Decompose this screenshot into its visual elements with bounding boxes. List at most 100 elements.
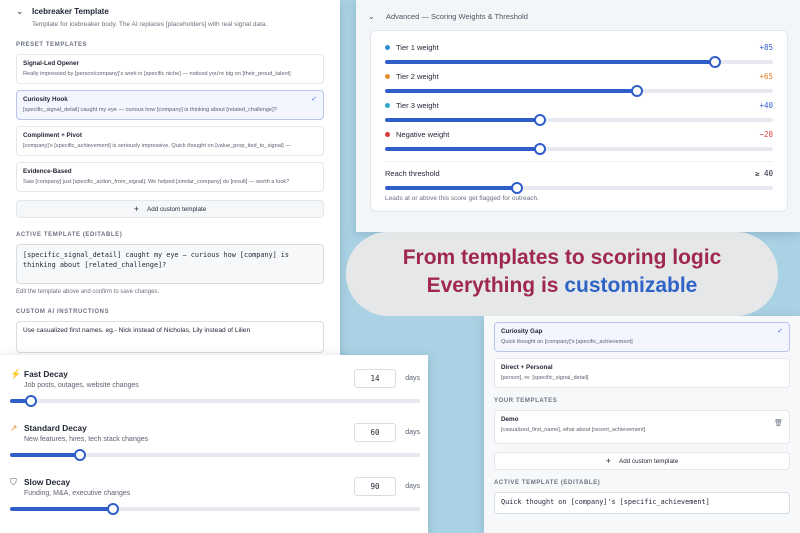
advanced-section-header[interactable]: ⌄ Advanced — Scoring Weights & Threshold	[368, 0, 788, 21]
custom-instructions-caption: CUSTOM AI INSTRUCTIONS	[16, 309, 110, 315]
templates-panel: Curiosity Gap Quick thought on [company]…	[484, 316, 800, 533]
template-card-curiosity-gap[interactable]: Curiosity Gap Quick thought on [company]…	[494, 322, 790, 352]
decay-slider-fill	[10, 507, 113, 511]
threshold-label: Reach threshold	[385, 169, 440, 178]
weight-slider-handle[interactable]	[631, 85, 644, 97]
threshold-value: ≥ 40	[754, 169, 773, 178]
weight-value: −20	[759, 130, 773, 139]
active-template-caption: ACTIVE TEMPLATE (EDITABLE)	[16, 232, 123, 238]
scoring-panel: ⌄ Advanced — Scoring Weights & Threshold…	[356, 0, 800, 232]
add-custom-template-button[interactable]: + Add custom template	[494, 452, 790, 470]
weight-label: Negative weight	[396, 130, 450, 139]
headline-highlight: customizable	[564, 274, 698, 297]
trash-icon[interactable]: 🗑	[774, 420, 783, 427]
template-card-curiosity-hook[interactable]: Curiosity Hook [specific_signal_detail] …	[16, 90, 324, 120]
template-name: Direct + Personal	[501, 364, 553, 371]
scoring-card: Tier 1 weight +85 Tier 2 weight +65 Ti	[370, 30, 788, 212]
tier-3-dot	[385, 103, 390, 108]
template-text: [casualized_first_name], what about [rec…	[501, 427, 646, 433]
weight-label: Tier 1 weight	[396, 43, 439, 52]
decay-days-input[interactable]: 14	[354, 369, 396, 388]
weight-value: +40	[759, 101, 773, 110]
plus-icon: +	[133, 204, 140, 214]
add-custom-template-button[interactable]: + Add custom template	[16, 200, 324, 218]
decay-slider-track[interactable]	[10, 395, 420, 407]
decay-name: Fast Decay	[24, 369, 68, 379]
template-name: Compliment + Pivot	[23, 132, 82, 139]
weight-value: +85	[759, 43, 773, 52]
template-card-compliment-pivot[interactable]: Compliment + Pivot [company]'s [specific…	[16, 126, 324, 156]
lightning-icon: ⚡	[10, 369, 22, 379]
chevron-down-icon[interactable]: ⌄	[16, 6, 24, 16]
active-template-hint: Edit the template above and confirm to s…	[16, 289, 160, 295]
your-templates-caption: YOUR TEMPLATES	[494, 398, 558, 404]
preset-templates-caption: PRESET TEMPLATES	[16, 42, 88, 48]
weight-slider-handle[interactable]	[534, 143, 547, 155]
active-template-textarea[interactable]: [specific_signal_detail] caught my eye —…	[16, 244, 324, 284]
template-text: Quick thought on [company]'s [specific_a…	[501, 339, 633, 345]
days-unit: days	[405, 429, 420, 436]
add-template-label: Add custom template	[147, 205, 207, 213]
decay-slider-track[interactable]	[10, 449, 420, 461]
decay-slider-handle[interactable]	[106, 503, 119, 515]
weight-negative: Negative weight −20	[385, 130, 773, 155]
advanced-title: Advanced — Scoring Weights & Threshold	[386, 12, 528, 21]
weight-slider-handle[interactable]	[534, 114, 547, 126]
shield-icon: ⛉	[10, 477, 17, 487]
threshold-slider-fill	[385, 186, 517, 190]
headline-prefix: Everything is	[426, 274, 565, 297]
days-unit: days	[405, 375, 420, 382]
trend-up-icon: ↗	[10, 423, 18, 433]
add-template-label: Add custom template	[619, 457, 679, 465]
active-template-textarea[interactable]: Quick thought on [company]'s [specific_a…	[494, 492, 790, 514]
template-name: Curiosity Hook	[23, 96, 68, 103]
template-text: [person], re: [specific_signal_detail]	[501, 375, 589, 381]
threshold-slider-handle[interactable]	[510, 182, 523, 194]
decay-name: Slow Decay	[24, 477, 71, 487]
template-name: Curiosity Gap	[501, 328, 543, 335]
weight-slider-fill	[385, 89, 638, 93]
custom-instructions-textarea[interactable]: Use casualized first names. eg.- Nick in…	[16, 321, 324, 353]
template-card-signal-led[interactable]: Signal-Led Opener Really impressed by [p…	[16, 54, 324, 84]
decay-slider-handle[interactable]	[24, 395, 37, 407]
threshold-slider-track[interactable]	[385, 182, 773, 194]
weight-slider-track[interactable]	[385, 114, 773, 126]
template-text: [specific_signal_detail] caught my eye —…	[23, 107, 277, 113]
chevron-down-icon[interactable]: ⌄	[368, 12, 375, 21]
template-name: Evidence-Based	[23, 168, 72, 175]
weight-tier-3: Tier 3 weight +40	[385, 101, 773, 126]
headline-line-1: From templates to scoring logic	[402, 246, 722, 269]
headline-line-2: Everything is customizable	[346, 272, 778, 300]
decay-days-input[interactable]: 90	[354, 477, 396, 496]
decay-slider-handle[interactable]	[73, 449, 86, 461]
decay-description: Funding, M&A, executive changes	[24, 490, 131, 497]
template-card-demo[interactable]: Demo [casualized_first_name], what about…	[494, 410, 790, 444]
template-text: Saw [company] just [specific_action_from…	[23, 179, 290, 185]
divider	[385, 161, 773, 162]
plus-icon: +	[605, 456, 612, 466]
icebreaker-section-header[interactable]: ⌄ Icebreaker Template	[16, 6, 324, 17]
weight-slider-track[interactable]	[385, 143, 773, 155]
template-card-direct-personal[interactable]: Direct + Personal [person], re: [specifi…	[494, 358, 790, 388]
weight-slider-track[interactable]	[385, 56, 773, 68]
weight-slider-track[interactable]	[385, 85, 773, 97]
weight-label: Tier 2 weight	[396, 72, 439, 81]
weight-tier-2: Tier 2 weight +65	[385, 72, 773, 97]
reach-threshold: Reach threshold ≥ 40	[385, 169, 773, 194]
decay-fast: ⚡ Fast Decay Job posts, outages, website…	[10, 369, 420, 407]
tier-1-dot	[385, 45, 390, 50]
weight-value: +65	[759, 72, 773, 81]
icebreaker-description: Template for icebreaker body. The AI rep…	[32, 21, 268, 28]
check-icon: ✓	[777, 328, 783, 335]
decay-name: Standard Decay	[24, 423, 87, 433]
decay-days-input[interactable]: 60	[354, 423, 396, 442]
threshold-note: Leads at or above this score get flagged…	[385, 195, 539, 202]
weight-slider-fill	[385, 147, 541, 151]
weight-label: Tier 3 weight	[396, 101, 439, 110]
days-unit: days	[405, 483, 420, 490]
negative-dot	[385, 132, 390, 137]
template-card-evidence-based[interactable]: Evidence-Based Saw [company] just [speci…	[16, 162, 324, 192]
weight-slider-handle[interactable]	[708, 56, 721, 68]
decay-slider-track[interactable]	[10, 503, 420, 515]
headline-caption: From templates to scoring logic Everythi…	[346, 232, 778, 316]
